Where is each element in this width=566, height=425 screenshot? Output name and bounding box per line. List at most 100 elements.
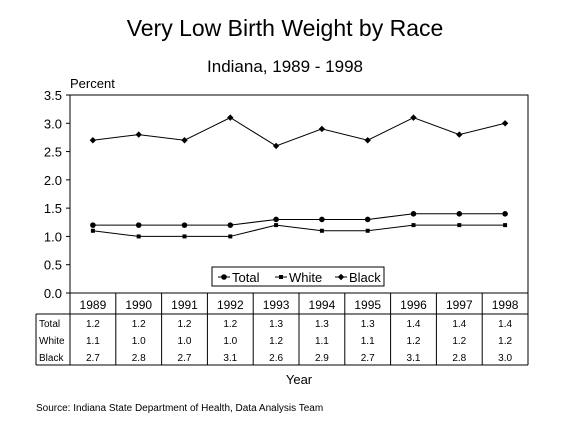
y-tick-label: 0.0 (44, 286, 62, 301)
legend-label: Black (349, 270, 381, 285)
data-label: 3.1 (407, 353, 421, 364)
series-line-total (92, 213, 506, 226)
data-label: 2.8 (132, 353, 146, 364)
x-tick-label: 1989 (80, 298, 107, 312)
data-point-white (365, 228, 370, 233)
data-point-white (182, 234, 187, 239)
data-point-white (90, 228, 95, 233)
data-label: 1.1 (86, 336, 100, 347)
data-label: 1.1 (315, 336, 329, 347)
x-tick-label: 1997 (446, 298, 473, 312)
data-label: 1.2 (178, 319, 192, 330)
data-label: 1.0 (223, 336, 237, 347)
y-tick-label: 1.5 (44, 201, 62, 216)
data-point-total (273, 216, 279, 223)
x-axis-label: Year (286, 372, 313, 387)
data-point-white (136, 234, 141, 239)
data-label: 1.3 (269, 319, 283, 330)
data-label: 1.4 (452, 319, 466, 330)
data-label: 3.0 (498, 353, 512, 364)
data-point-black (135, 131, 142, 138)
y-tick-label: 2.5 (44, 145, 62, 160)
data-label: 1.4 (407, 319, 421, 330)
data-label: 2.7 (361, 353, 375, 364)
data-label: 1.3 (361, 319, 375, 330)
y-tick-label: 1.0 (44, 229, 62, 244)
data-point-white (319, 228, 324, 233)
source-note: Source: Indiana State Department of Heal… (36, 403, 323, 414)
data-point-black (456, 131, 463, 138)
data-point-black (181, 137, 188, 144)
data-point-white (457, 223, 462, 228)
data-point-black (318, 125, 326, 133)
data-point-total (181, 222, 188, 228)
data-label: 3.1 (223, 353, 237, 364)
data-point-black (89, 137, 97, 144)
legend-label: Total (232, 270, 260, 285)
data-point-total (456, 211, 463, 217)
y-tick-label: 0.5 (44, 258, 62, 273)
data-label: 2.7 (178, 353, 192, 364)
data-point-white (228, 234, 233, 239)
x-tick-label: 1998 (492, 298, 519, 312)
y-tick-label: 3.0 (44, 116, 62, 131)
x-tick-label: 1990 (125, 298, 152, 312)
data-point-black (227, 114, 234, 121)
data-label: 2.6 (269, 353, 283, 364)
y-tick-label: 2.0 (44, 173, 62, 188)
data-label: 1.2 (86, 319, 100, 330)
data-point-black (272, 142, 280, 150)
data-label: 1.2 (223, 319, 237, 330)
x-tick-label: 1996 (400, 298, 427, 312)
x-tick-label: 1991 (171, 298, 198, 312)
data-label: 2.7 (86, 353, 100, 364)
legend-box (211, 266, 385, 287)
data-point-total (410, 211, 417, 217)
table-row-label: White (39, 336, 65, 347)
data-point-white (503, 223, 508, 228)
data-point-black (364, 137, 371, 144)
series-line-black (92, 117, 506, 147)
plot-area (69, 94, 529, 294)
chart-title: Very Low Birth Weight by Race (127, 15, 444, 41)
legend: Total White Black (211, 266, 385, 287)
data-label: 1.2 (452, 336, 466, 347)
legend-marker (221, 274, 227, 280)
x-tick-label: 1995 (354, 298, 381, 312)
data-point-white (274, 223, 279, 228)
y-axis: 0.0 0.5 1.0 1.5 2.0 2.5 3.0 3.5 (44, 88, 70, 301)
data-label: 1.2 (498, 336, 512, 347)
data-point-total (319, 216, 325, 223)
data-label: 2.9 (315, 353, 329, 364)
data-label: 1.0 (132, 336, 146, 347)
data-label: 2.8 (452, 353, 466, 364)
data-label: 1.2 (132, 319, 146, 330)
series-line-white (92, 224, 506, 237)
data-label: 1.2 (269, 336, 283, 347)
data-point-total (90, 222, 96, 228)
data-point-total (364, 216, 371, 223)
x-tick-label: 1994 (309, 298, 336, 312)
data-label: 1.0 (178, 336, 192, 347)
data-point-total (227, 222, 234, 228)
data-point-total (135, 222, 142, 228)
data-point-black (410, 114, 417, 121)
data-point-total (502, 211, 508, 217)
data-table: 1989 1990 1991 1992 1993 1994 1995 1996 1997 1998… (35, 293, 529, 366)
table-row-label: Black (39, 353, 64, 364)
chart-subtitle: Indiana, 1989 - 1998 (207, 57, 363, 76)
data-label: 1.1 (361, 336, 375, 347)
y-axis-label: Percent (70, 76, 115, 91)
table-row-label: Total (39, 319, 60, 330)
y-tick-label: 3.5 (44, 88, 62, 103)
data-label: 1.2 (407, 336, 421, 347)
data-point-black (501, 120, 509, 127)
data-label: 1.3 (315, 319, 329, 330)
data-point-white (411, 223, 416, 228)
x-tick-label: 1993 (263, 298, 290, 312)
series-lines (89, 114, 509, 239)
data-label: 1.4 (498, 319, 512, 330)
legend-marker (337, 273, 345, 281)
legend-marker (279, 275, 283, 279)
